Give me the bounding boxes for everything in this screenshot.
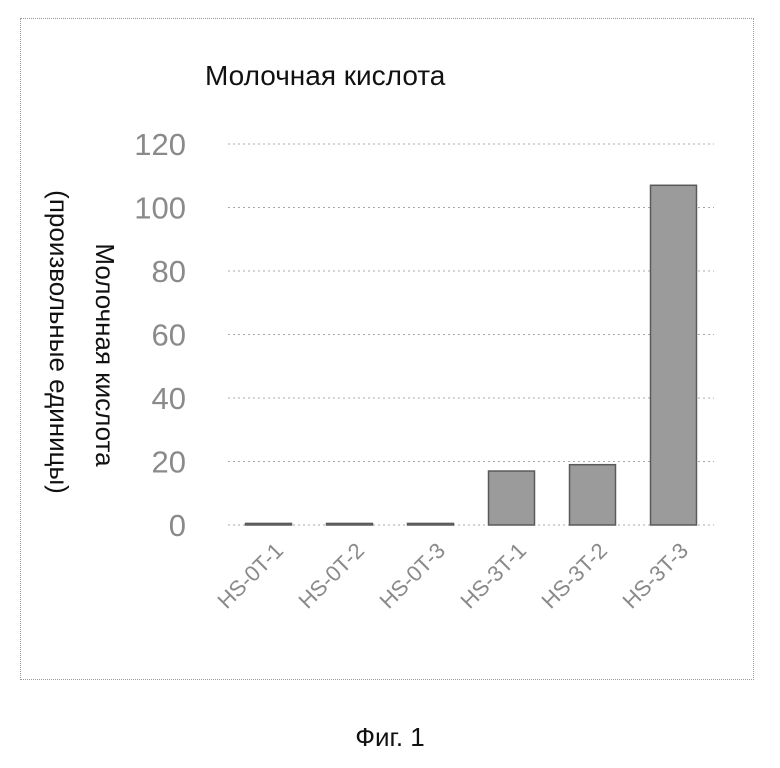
y-tick-label: 80 [152,254,186,289]
x-tick-label: HS-0T-3 [374,538,450,614]
figure-caption: Фиг. 1 [0,722,780,753]
gridlines [228,144,714,525]
bar-hs-3t-2 [570,465,616,525]
x-tick-label: HS-3T-2 [536,538,612,614]
bar-hs-3t-3 [651,185,697,525]
chart-title: Молочная кислота [205,60,446,91]
y-tick-label: 0 [169,508,186,543]
y-tick-label: 100 [134,191,186,226]
x-tick-label: HS-0T-2 [293,538,369,614]
bar-hs-0t-3 [408,523,454,525]
y-axis-label-line1: Молочная кислота [90,243,120,467]
y-tick-label: 20 [152,445,186,480]
bar-hs-0t-2 [327,523,373,525]
x-tick-label: HS-3T-1 [455,538,531,614]
y-tick-label: 120 [134,127,186,162]
y-tick-label: 60 [152,318,186,353]
x-tick-labels: HS-0T-1HS-0T-2HS-0T-3HS-3T-1HS-3T-2HS-3T… [212,538,693,614]
bar-hs-0t-1 [246,523,292,525]
bar-hs-3t-1 [489,471,535,525]
x-tick-label: HS-0T-1 [212,538,288,614]
x-tick-label: HS-3T-3 [617,538,693,614]
y-tick-labels: 0 20 40 60 80 100 120 [134,127,186,543]
y-axis-label-line2: (произвольные единицы) [44,190,74,494]
bars [246,185,697,525]
y-tick-label: 40 [152,381,186,416]
